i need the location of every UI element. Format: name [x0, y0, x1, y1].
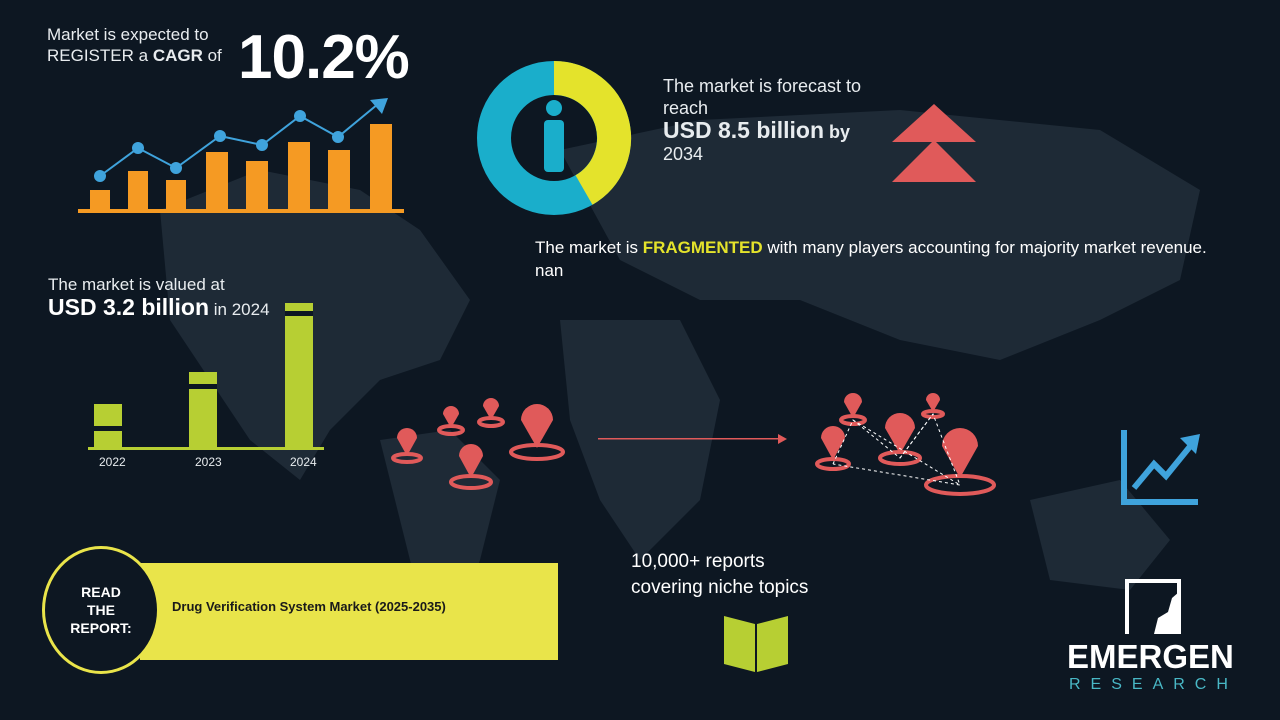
forecast-by: by — [824, 122, 851, 142]
emergen-logo-mark — [1125, 579, 1181, 634]
cagr-line1: Market is expected to — [47, 25, 209, 44]
cagr-bold: CAGR — [152, 46, 203, 65]
read-report-badge[interactable]: READ THE REPORT: — [42, 546, 160, 674]
donut-person-icon — [477, 61, 632, 215]
forecast-line1: The market is forecast to — [663, 76, 862, 96]
fragmented-prefix: The market is — [535, 238, 643, 257]
fragmented-suffix: with many players accounting for majorit… — [535, 238, 1207, 280]
book-icon — [724, 616, 788, 672]
valued-text: The market is valued at USD 3.2 billion … — [48, 274, 270, 321]
bar-2023 — [189, 372, 217, 448]
year-label: 2024 — [290, 455, 317, 469]
read-report-link[interactable]: Drug Verification System Market (2025-20… — [140, 563, 558, 660]
logo-name: EMERGEN — [1067, 638, 1234, 675]
growth-chart-icon — [78, 98, 404, 213]
year-label: 2022 — [99, 455, 126, 469]
logo-sub: RESEARCH — [1069, 676, 1238, 693]
report-title[interactable]: Drug Verification System Market (2025-20… — [172, 599, 446, 614]
forecast-line2: reach — [663, 98, 709, 118]
forecast-year: 2034 — [663, 144, 704, 164]
cagr-value: 10.2% — [238, 23, 410, 92]
the-label: THE — [86, 602, 115, 618]
report-label: REPORT: — [70, 620, 132, 636]
fragmented-text: The market is FRAGMENTED with many playe… — [535, 236, 1215, 282]
valued-value: USD 3.2 billion — [48, 294, 210, 320]
reports-line2: covering niche topics — [631, 577, 809, 598]
forecast-text: The market is forecast to reach USD 8.5 … — [663, 75, 861, 165]
valued-suffix: in 2024 — [209, 300, 270, 319]
cagr-suffix: of — [202, 46, 222, 65]
reports-text: 10,000+ reports covering niche topics — [631, 549, 808, 601]
cagr-prefix: REGISTER a — [47, 46, 153, 65]
read-label: READ — [81, 584, 121, 600]
forecast-value: USD 8.5 billion — [663, 117, 825, 143]
cagr-text: Market is expected to REGISTER a CAGR of — [47, 24, 222, 66]
valued-line1: The market is valued at — [48, 275, 225, 294]
value-bar-chart — [88, 303, 324, 450]
reports-line1: 10,000+ reports — [631, 551, 765, 572]
double-chevron-up-icon — [892, 104, 976, 182]
fragmented-highlight: FRAGMENTED — [642, 238, 763, 257]
location-pins-network-icon — [391, 393, 996, 496]
bar-2024 — [285, 303, 313, 448]
year-label: 2023 — [195, 455, 222, 469]
trend-up-icon — [1121, 430, 1200, 505]
